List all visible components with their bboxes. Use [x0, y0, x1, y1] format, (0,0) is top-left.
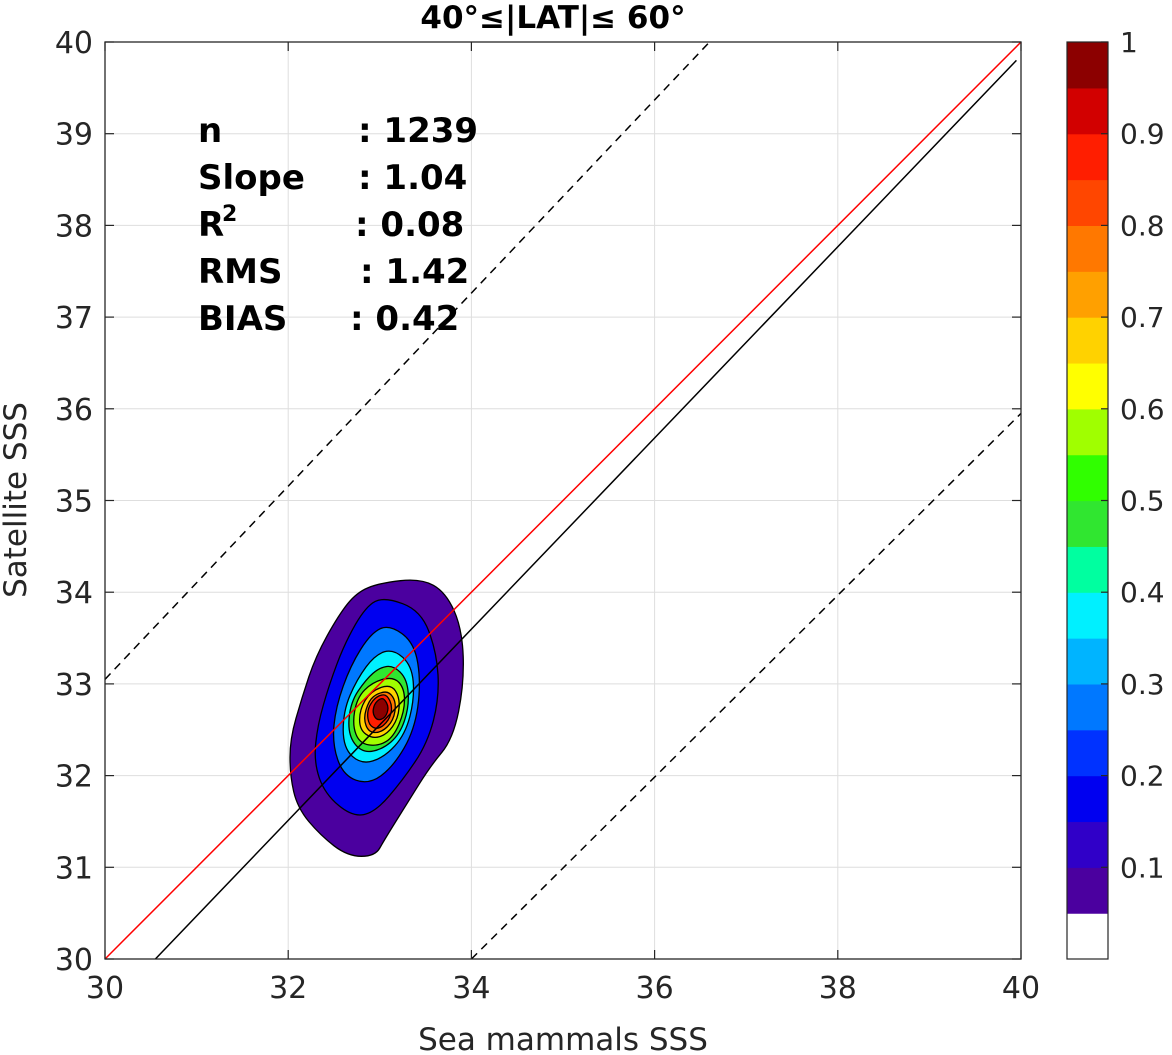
reference-lines: [105, 42, 1021, 959]
density-contours: [289, 579, 464, 857]
y-tick-label: 32: [55, 760, 93, 795]
x-axis-label: Sea mammals SSS: [418, 1022, 708, 1055]
colorbar-segment: [1067, 683, 1108, 731]
stat-label: Slope: [198, 158, 305, 198]
colorbar-segment: [1067, 729, 1108, 777]
grid: [104, 41, 1022, 960]
y-tick-label: 40: [55, 26, 93, 61]
stat-value: : 0.08: [355, 205, 464, 245]
colorbar-segment: [1067, 133, 1108, 181]
colorbar-segment: [1067, 913, 1108, 960]
colorbar-segment: [1067, 225, 1108, 272]
colorbar-segment: [1067, 546, 1108, 593]
x-tick-label: 40: [1002, 971, 1040, 1006]
statistics-annotation: n : 1239 Slope : 1.04 R2 : 0.08 RMS : 1.42 BIAS:…: [198, 111, 478, 339]
colorbar-segment: [1067, 638, 1108, 685]
colorbar-segment: [1067, 821, 1108, 868]
x-tick-label: 36: [636, 971, 674, 1006]
density-contour: [372, 697, 389, 721]
colorbar-tick-label: 0.4: [1120, 576, 1165, 609]
stat-label: n: [198, 111, 222, 151]
stat-value: : 1.04: [358, 158, 467, 198]
stat-label: R: [198, 205, 224, 245]
stat-value: : 1.42: [360, 252, 469, 292]
upper-bound-line: [105, 42, 711, 680]
y-tick-label: 33: [55, 668, 93, 703]
colorbar-tick-label: 0.1: [1120, 851, 1165, 884]
colorbar-segment: [1067, 500, 1108, 547]
colorbar-tick-label: 0.7: [1120, 301, 1165, 334]
x-tick-label: 32: [269, 971, 307, 1006]
y-tick-label: 31: [55, 851, 93, 886]
lower-bound-line: [470, 412, 1021, 959]
y-axis-label: Satellite SSS: [0, 402, 34, 598]
x-tick-label: 30: [86, 971, 124, 1006]
y-tick-label: 39: [55, 118, 93, 153]
colorbar-tick-label: 1: [1120, 26, 1138, 59]
colorbar-tick-label: 0.6: [1120, 393, 1165, 426]
colorbar-tick-label: 0.9: [1120, 118, 1165, 151]
x-axis-ticks: 30 32 34 36 38 40: [86, 42, 1040, 1006]
colorbar-segment: [1067, 317, 1108, 364]
x-tick-label: 38: [819, 971, 857, 1006]
colorbar-tick-label: 0.3: [1120, 668, 1165, 701]
stat-value: : 1239: [358, 111, 478, 151]
colorbar-segment: [1067, 775, 1108, 823]
identity-line: [105, 42, 1021, 959]
colorbar-segment: [1067, 408, 1108, 456]
colorbar-tick-label: 0.2: [1120, 760, 1165, 793]
colorbar-tick-label: 0.8: [1120, 209, 1165, 242]
stat-value: : 0.42: [350, 299, 459, 339]
y-tick-label: 34: [55, 576, 93, 611]
colorbar-tick-label: 0.5: [1120, 485, 1165, 518]
stat-superscript: 2: [222, 202, 237, 227]
colorbar-segment: [1067, 42, 1108, 89]
y-tick-label: 35: [55, 485, 93, 520]
colorbar: 0.1 0.2 0.3 0.4 0.5 0.6 0.7 0.8 0.9 1: [1066, 26, 1165, 960]
stat-label: RMS: [198, 252, 283, 292]
y-tick-label: 37: [55, 301, 93, 336]
colorbar-segment: [1067, 179, 1108, 226]
colorbar-segment: [1067, 592, 1108, 639]
y-tick-label: 38: [55, 209, 93, 244]
colorbar-segment: [1067, 867, 1108, 914]
y-tick-label: 36: [55, 393, 93, 428]
y-axis-ticks: 30 31 32 33 34 35 36 37 38 39 40: [55, 26, 1021, 978]
x-tick-label: 34: [452, 971, 490, 1006]
colorbar-segment: [1067, 87, 1108, 135]
chart-title: 40°≤|LAT|≤ 60°: [420, 0, 685, 36]
stat-label: BIAS: [198, 299, 287, 339]
colorbar-segment: [1067, 271, 1108, 318]
y-tick-label: 30: [55, 943, 93, 978]
colorbar-segment: [1067, 362, 1108, 410]
regression-line: [154, 59, 1017, 959]
colorbar-segment: [1067, 454, 1108, 502]
